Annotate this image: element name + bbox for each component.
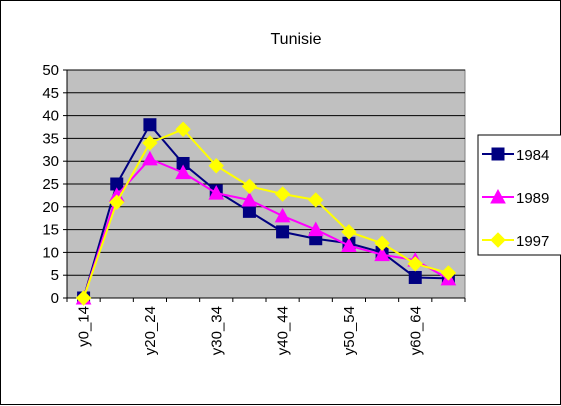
- data-point: [109, 194, 125, 210]
- x-tick-label: y40_44: [275, 306, 292, 355]
- data-point: [274, 186, 291, 202]
- legend: 1984 1989 1997: [477, 134, 561, 256]
- y-tick-label: 25: [42, 176, 59, 193]
- legend-item: 1997: [482, 232, 549, 250]
- legend-label: 1997: [516, 233, 549, 250]
- data-point: [490, 232, 506, 248]
- data-point: [491, 147, 505, 161]
- x-tick-label: y0_14: [76, 306, 93, 347]
- y-tick-label: 45: [42, 85, 59, 102]
- data-point: [241, 191, 258, 207]
- y-tick-label: 35: [42, 130, 59, 147]
- y-tick-label: 30: [42, 153, 59, 170]
- x-tick-label: y50_54: [341, 306, 358, 355]
- y-tick-label: 40: [42, 108, 59, 125]
- data-point: [75, 290, 92, 306]
- series-1997: [75, 121, 457, 306]
- data-point: [241, 178, 258, 194]
- data-point: [407, 256, 423, 272]
- data-point: [142, 135, 158, 151]
- data-point: [242, 204, 256, 218]
- y-tick-label: 0: [51, 290, 59, 307]
- data-point: [143, 118, 157, 132]
- data-point: [374, 235, 390, 251]
- y-tick-label: 20: [42, 199, 59, 216]
- y-tick-label: 5: [51, 267, 59, 284]
- data-point: [307, 221, 324, 237]
- data-point: [341, 237, 357, 253]
- y-tick-label: 50: [42, 62, 59, 79]
- legend-item: 1989: [482, 188, 549, 207]
- data-point: [175, 164, 191, 180]
- series-line: [82, 128, 449, 299]
- data-point: [408, 270, 422, 284]
- y-tick-label: 15: [42, 222, 59, 239]
- legend-item: 1984: [482, 147, 549, 164]
- chart-title: Tunisie: [271, 31, 322, 48]
- data-point: [276, 225, 290, 239]
- data-point: [208, 158, 224, 174]
- data-point: [374, 246, 390, 262]
- data-point: [142, 150, 158, 166]
- x-tick-label: y60_64: [407, 306, 424, 355]
- data-point: [490, 188, 506, 204]
- y-tick-label: 10: [42, 244, 59, 261]
- legend-label: 1989: [516, 190, 549, 207]
- data-point: [175, 121, 191, 137]
- data-point: [440, 265, 457, 281]
- data-point: [274, 207, 291, 223]
- data-point: [308, 192, 324, 208]
- x-tick-label: y30_34: [208, 306, 225, 355]
- legend-label: 1984: [516, 147, 549, 164]
- plot-area: 0 5 10 15 20 25 30 35 40 45 50 y0_14 y20_24 y30_34 y40…: [42, 62, 466, 355]
- data-point: [208, 185, 225, 200]
- data-point: [341, 224, 357, 240]
- x-tick-label: y20_24: [142, 306, 159, 355]
